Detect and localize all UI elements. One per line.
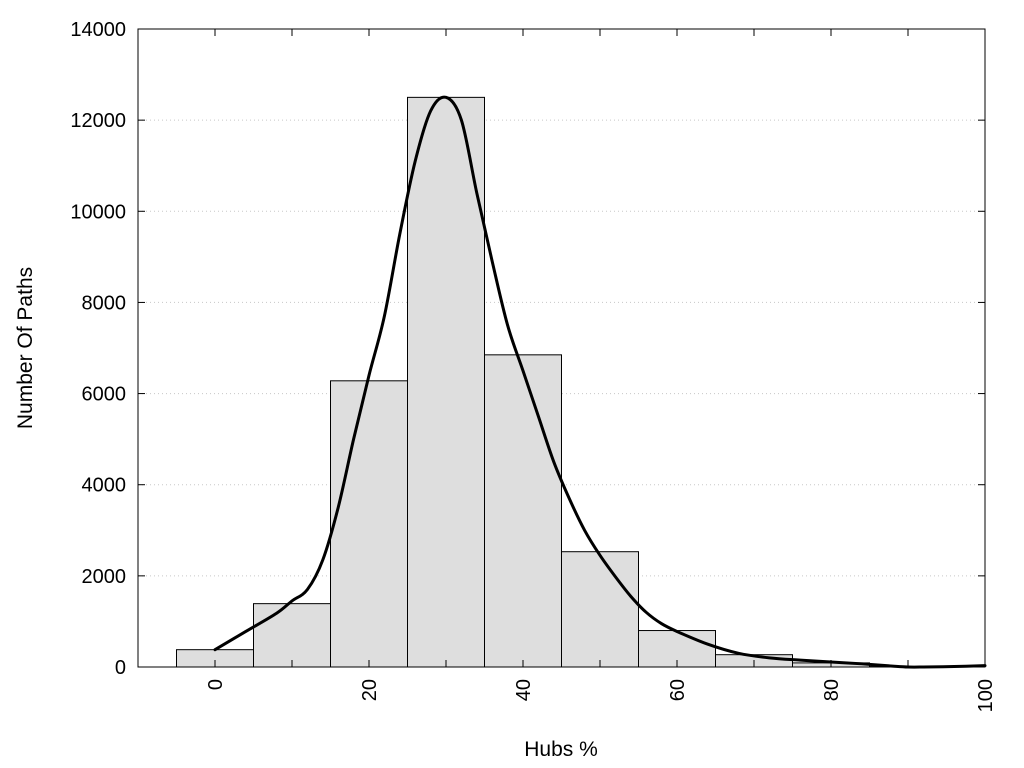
density-curve <box>213 95 987 669</box>
x-tick-label: 20 <box>359 679 381 701</box>
tick-labels: 0 2000 4000 6000 8000 10000 12000 14000 0 20 40 60 8… <box>70 19 997 712</box>
plot-frame <box>137 28 986 668</box>
histogram-bar <box>330 380 408 668</box>
histogram-bar <box>407 96 485 668</box>
x-tick-label: 80 <box>821 679 843 701</box>
y-tick-label: 10000 <box>70 201 126 223</box>
histogram-bar <box>561 551 639 668</box>
y-tick-label: 12000 <box>70 110 126 132</box>
x-tick-label: 0 <box>205 679 227 690</box>
y-tick-label: 14000 <box>70 19 126 41</box>
axes <box>137 28 986 668</box>
x-tick-label: 40 <box>513 679 535 701</box>
x-tick-label: 100 <box>975 679 997 712</box>
histogram-bar <box>484 354 562 668</box>
y-tick-label: 2000 <box>82 566 127 588</box>
x-axis-title: Hubs % <box>524 738 598 761</box>
density-curve-layer <box>213 95 987 669</box>
x-tick-label: 60 <box>667 679 689 701</box>
y-tick-label: 8000 <box>82 292 127 314</box>
histogram-bar <box>253 603 331 668</box>
y-tick-label: 4000 <box>82 475 127 497</box>
y-axis-title: Number Of Paths <box>14 267 37 429</box>
bars <box>176 96 947 668</box>
y-tick-label: 6000 <box>82 384 127 406</box>
y-tick-label: 0 <box>115 657 126 679</box>
